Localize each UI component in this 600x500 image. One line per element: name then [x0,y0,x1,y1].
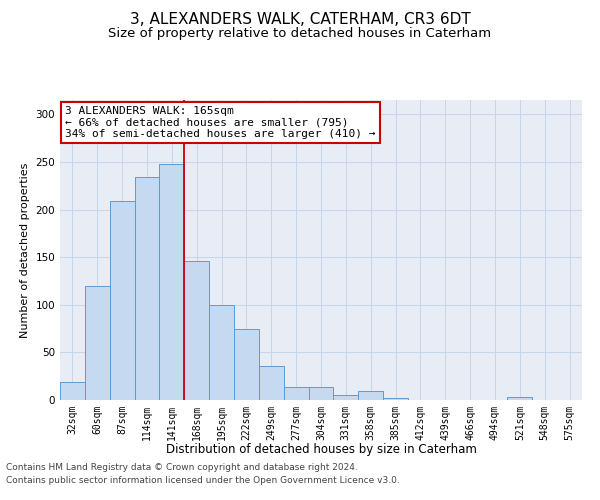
Bar [508,397,532,400]
Bar [284,386,308,400]
Bar [60,382,85,400]
Text: Contains public sector information licensed under the Open Government Licence v3: Contains public sector information licen… [6,476,400,485]
Text: Size of property relative to detached houses in Caterham: Size of property relative to detached ho… [109,28,491,40]
X-axis label: Distribution of detached houses by size in Caterham: Distribution of detached houses by size … [166,443,476,456]
Bar [308,386,334,400]
Bar [234,328,259,400]
Bar [334,395,358,400]
Y-axis label: Number of detached properties: Number of detached properties [20,162,30,338]
Bar [184,261,209,400]
Text: Contains HM Land Registry data © Crown copyright and database right 2024.: Contains HM Land Registry data © Crown c… [6,464,358,472]
Text: 3, ALEXANDERS WALK, CATERHAM, CR3 6DT: 3, ALEXANDERS WALK, CATERHAM, CR3 6DT [130,12,470,28]
Bar [209,305,234,400]
Bar [85,286,110,400]
Bar [160,164,184,400]
Bar [134,177,160,400]
Bar [383,398,408,400]
Text: 3 ALEXANDERS WALK: 165sqm
← 66% of detached houses are smaller (795)
34% of semi: 3 ALEXANDERS WALK: 165sqm ← 66% of detac… [65,106,376,139]
Bar [358,392,383,400]
Bar [259,366,284,400]
Bar [110,201,134,400]
